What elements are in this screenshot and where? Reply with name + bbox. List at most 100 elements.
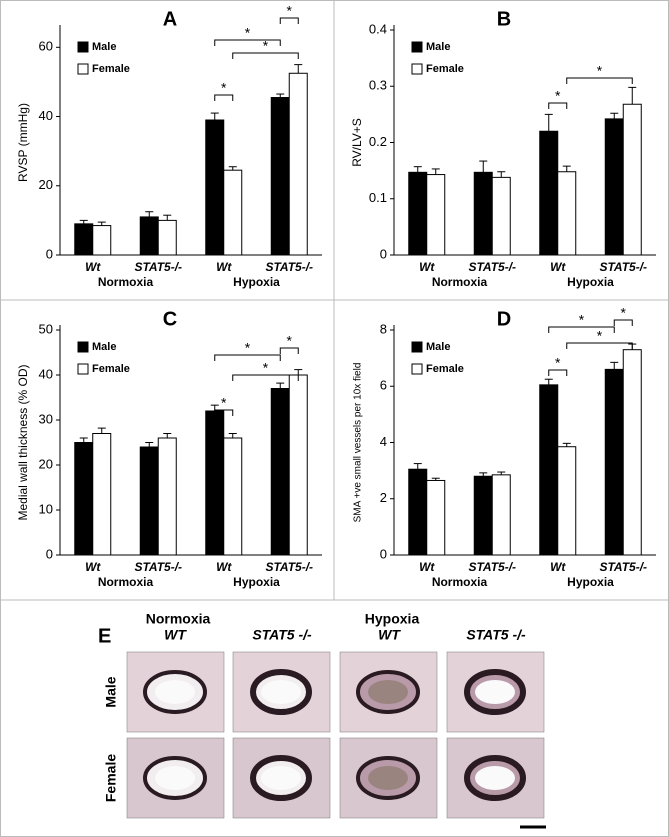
row-label: Female — [103, 754, 119, 802]
significance-label: * — [579, 312, 585, 328]
legend-swatch — [77, 341, 89, 353]
column-label: STAT5 -/- — [252, 627, 312, 643]
bar — [92, 433, 112, 556]
significance-bracket — [214, 354, 281, 361]
bar — [539, 130, 559, 256]
y-tick-label: 8 — [380, 321, 387, 336]
significance-bracket — [548, 102, 568, 109]
chart-panel: D SMA +ve small vessels per 10x field 0 2 4 6… — [353, 305, 656, 589]
bar — [92, 225, 112, 256]
significance-bracket — [279, 347, 299, 354]
legend-label: Male — [92, 341, 116, 353]
lumen — [261, 766, 301, 790]
chart-panel: B RV/LV+S 0 0.1 0.2 0.3 0.4 Male Female Wt STAT5-/… — [350, 8, 656, 289]
y-tick-label: 0.4 — [369, 21, 387, 36]
significance-bracket — [214, 409, 234, 416]
y-tick-label: 6 — [380, 378, 387, 393]
significance-label: * — [621, 305, 627, 321]
significance-label: * — [287, 3, 293, 19]
bar — [408, 171, 428, 256]
bar — [74, 442, 94, 556]
x-tick-label: STAT5-/- — [134, 560, 182, 574]
bar — [270, 388, 290, 556]
row-label: Male — [103, 676, 119, 707]
y-tick-label: 0.2 — [369, 134, 387, 149]
y-tick-label: 50 — [39, 321, 53, 336]
panel-label: B — [497, 8, 511, 30]
column-label: STAT5 -/- — [466, 627, 526, 643]
y-tick-label: 60 — [39, 39, 53, 54]
group-label: Hypoxia — [567, 275, 614, 289]
x-tick-label: Wt — [85, 260, 101, 274]
lumen — [155, 680, 195, 704]
bar — [557, 446, 577, 556]
x-tick-label: Wt — [550, 560, 566, 574]
significance-bracket — [232, 52, 299, 59]
legend-label: Female — [426, 63, 464, 75]
bar — [74, 223, 94, 256]
bar — [622, 103, 642, 256]
lumen — [475, 766, 515, 790]
x-tick-label: Wt — [85, 560, 101, 574]
legend-swatch — [411, 341, 423, 353]
legend-swatch — [411, 41, 423, 53]
group-label: Hypoxia — [233, 575, 280, 589]
bar — [622, 349, 642, 556]
bar — [157, 437, 177, 556]
legend-label: Female — [92, 63, 130, 75]
legend-swatch — [77, 41, 89, 53]
bar — [491, 176, 511, 256]
group-label: Hypoxia — [567, 575, 614, 589]
legend-swatch — [77, 63, 89, 75]
significance-label: * — [287, 333, 293, 349]
significance-label: * — [597, 328, 603, 344]
significance-bracket — [232, 374, 299, 381]
bar — [157, 219, 177, 256]
legend-label: Female — [426, 363, 464, 375]
bar — [604, 368, 624, 556]
group-label: Normoxia — [146, 611, 211, 627]
lumen — [155, 766, 195, 790]
y-tick-label: 30 — [39, 411, 53, 426]
significance-label: * — [221, 80, 227, 96]
legend-label: Male — [426, 341, 450, 353]
bar — [557, 171, 577, 256]
significance-label: * — [221, 395, 227, 411]
bar — [426, 479, 446, 556]
y-tick-label: 4 — [380, 434, 387, 449]
y-tick-label: 0.1 — [369, 190, 387, 205]
significance-label: * — [555, 355, 561, 371]
y-tick-label: 0 — [46, 246, 53, 261]
x-tick-label: STAT5-/- — [265, 560, 313, 574]
bar — [139, 446, 159, 556]
y-tick-label: 0 — [380, 246, 387, 261]
bar — [205, 119, 225, 256]
x-tick-label: Wt — [216, 560, 232, 574]
legend-swatch — [411, 63, 423, 75]
bar — [223, 437, 243, 556]
group-label: Normoxia — [98, 575, 154, 589]
significance-label: * — [555, 88, 561, 104]
significance-bracket — [279, 17, 299, 24]
significance-bracket — [566, 342, 633, 349]
column-label: WT — [378, 627, 401, 643]
bar — [539, 384, 559, 556]
significance-bracket — [548, 326, 615, 333]
legend-label: Male — [426, 41, 450, 53]
y-axis-label: RV/LV+S — [350, 118, 364, 167]
group-label: Normoxia — [432, 575, 488, 589]
y-tick-label: 40 — [39, 366, 53, 381]
chart-panel: C Medial wall thickness (% OD) 0 10 20 30 40 50… — [16, 308, 322, 589]
bar — [408, 468, 428, 556]
x-tick-label: Wt — [419, 560, 435, 574]
y-tick-label: 40 — [39, 108, 53, 123]
significance-label: * — [263, 360, 269, 376]
legend-swatch — [411, 363, 423, 375]
lumen — [475, 680, 515, 704]
bar — [426, 174, 446, 256]
y-tick-label: 0 — [380, 546, 387, 561]
bar — [473, 475, 493, 556]
y-axis-label: RVSP (mmHg) — [16, 103, 30, 182]
lumen — [261, 680, 301, 704]
